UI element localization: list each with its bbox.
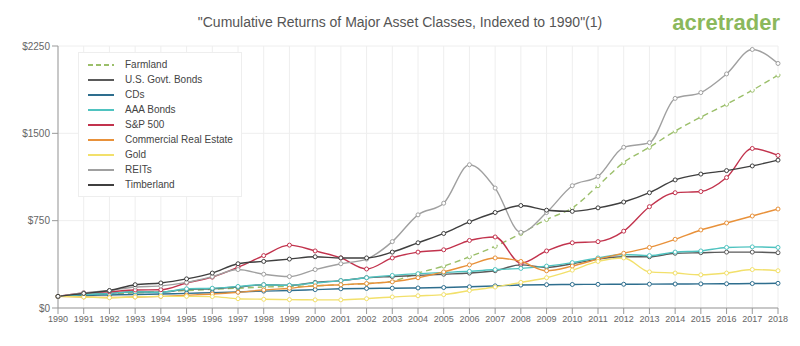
svg-text:2009: 2009 [537,314,557,324]
svg-text:2001: 2001 [331,314,351,324]
svg-text:$0: $0 [39,303,51,314]
html-text:Commercial Real Estate: Commercial Real Estate [125,134,233,145]
html-text:REITs: REITs [125,164,152,175]
svg-text:1997: 1997 [228,314,248,324]
svg-text:2010: 2010 [562,314,582,324]
svg-text:1998: 1998 [254,314,274,324]
svg-text:2014: 2014 [665,314,685,324]
svg-text:1993: 1993 [125,314,145,324]
svg-text:2017: 2017 [742,314,762,324]
svg-text:2018: 2018 [768,314,788,324]
svg-text:1991: 1991 [74,314,94,324]
svg-text:2016: 2016 [717,314,737,324]
svg-text:$750: $750 [28,215,51,226]
html-text:AAA Bonds: AAA Bonds [125,104,176,115]
html-text:Gold: Gold [125,149,147,160]
html-text:U.S. Govt. Bonds: U.S. Govt. Bonds [125,74,203,85]
html-text:"Cumulative Returns of Major A: "Cumulative Returns of Major Asset Class… [197,14,603,30]
svg-text:2013: 2013 [639,314,659,324]
html-text:CDs: CDs [125,89,145,100]
svg-text:$2250: $2250 [22,41,50,52]
svg-text:1995: 1995 [177,314,197,324]
svg-text:2006: 2006 [459,314,479,324]
svg-text:2008: 2008 [511,314,531,324]
html-text:acretrader: acretrader [672,10,780,35]
svg-text:2015: 2015 [691,314,711,324]
svg-text:2011: 2011 [588,314,607,324]
svg-text:2004: 2004 [408,314,428,324]
svg-text:1994: 1994 [151,314,171,324]
svg-text:1999: 1999 [279,314,299,324]
html-text:Farmland: Farmland [125,59,168,70]
svg-text:2000: 2000 [305,314,325,324]
svg-text:2012: 2012 [614,314,634,324]
svg-text:2005: 2005 [434,314,454,324]
svg-text:1996: 1996 [202,314,222,324]
html-text:Timberland: Timberland [125,179,175,190]
svg-text:1990: 1990 [48,314,68,324]
svg-text:2003: 2003 [382,314,402,324]
svg-text:2002: 2002 [357,314,377,324]
svg-text:1992: 1992 [99,314,119,324]
svg-text:2007: 2007 [485,314,505,324]
svg-text:$1500: $1500 [22,128,50,139]
html-text:S&P 500: S&P 500 [125,119,165,130]
